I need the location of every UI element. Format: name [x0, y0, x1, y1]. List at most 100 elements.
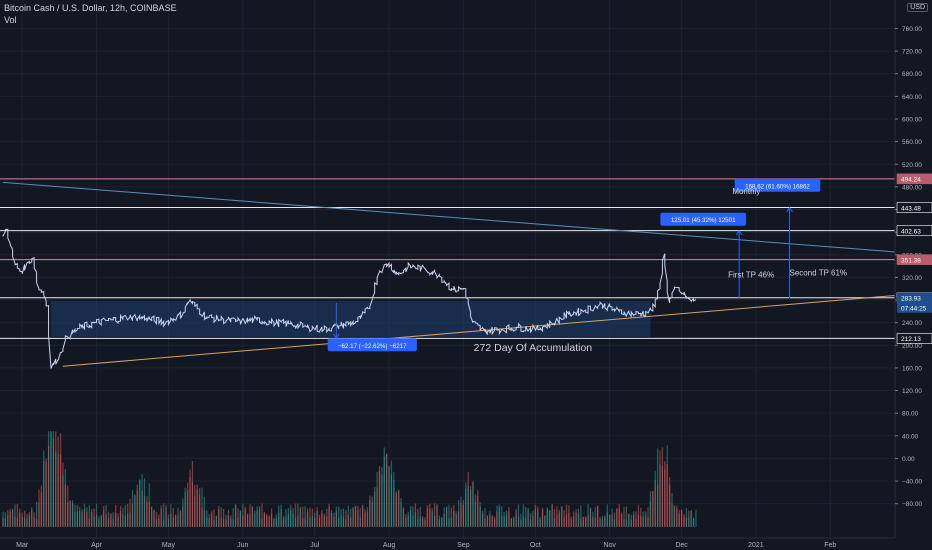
price-axis-tick-label: 80.00 — [902, 411, 919, 418]
volume-bar — [14, 504, 16, 527]
volume-bar — [223, 519, 225, 527]
volume-bar — [338, 518, 340, 527]
price-axis-tick-label: 320.00 — [902, 275, 922, 282]
time-axis-label: May — [162, 542, 176, 549]
volume-bar — [306, 508, 309, 527]
volume-bar — [594, 517, 596, 527]
volume-bar — [486, 515, 488, 527]
volume-bar — [26, 518, 28, 527]
volume-bar — [465, 488, 467, 527]
volume-bar — [474, 501, 476, 527]
volume-bar — [678, 509, 680, 527]
volume-bar — [345, 510, 347, 527]
volume-bar — [117, 517, 119, 527]
volume-bar — [618, 508, 620, 527]
volume-bar — [347, 514, 349, 527]
time-axis-label: Feb — [824, 542, 836, 549]
volume-bar — [256, 506, 258, 527]
volume-bar — [568, 513, 570, 527]
volume-bar — [33, 512, 35, 527]
volume-bar — [88, 518, 90, 527]
volume-bar — [304, 506, 306, 527]
volume-bar — [100, 514, 102, 527]
volume-bar — [412, 515, 414, 527]
price-axis-tick-label: −40.00 — [902, 479, 922, 486]
volume-bar — [47, 446, 50, 527]
volume-bar — [669, 484, 671, 527]
volume-bar — [31, 507, 33, 527]
volume-bar — [472, 482, 474, 527]
volume-bar — [158, 514, 160, 527]
last-price-tag — [897, 292, 932, 313]
currency-badge[interactable]: USD — [907, 3, 928, 12]
volume-bar — [81, 512, 83, 527]
volume-bar — [179, 509, 182, 527]
time-axis-label: Aug — [383, 542, 396, 549]
volume-bar — [309, 517, 311, 527]
volume-bar — [479, 506, 481, 527]
volume-bar — [424, 519, 426, 527]
volume-bar — [211, 511, 213, 527]
volume-bar — [599, 518, 601, 527]
volume-bar — [683, 514, 685, 527]
volume-bar — [419, 516, 421, 527]
price-axis-tick-label: 520.00 — [902, 162, 922, 169]
volume-bar — [601, 519, 604, 527]
volume-bar — [215, 515, 218, 527]
volume-bar — [405, 513, 407, 527]
volume-bar — [263, 513, 265, 527]
volume-bar — [146, 501, 148, 527]
time-axis-label: Jul — [310, 542, 319, 549]
volume-bar — [381, 467, 383, 527]
volume-bar — [688, 517, 690, 527]
volume-bar — [527, 507, 529, 527]
volume-bar — [338, 506, 340, 527]
volume-bar — [297, 503, 299, 527]
volume-bar — [309, 507, 311, 527]
volume-bar — [38, 489, 40, 527]
volume-bar — [40, 485, 42, 527]
volume-bar — [457, 511, 460, 527]
volume-bar — [621, 512, 623, 527]
volume-bar — [417, 519, 419, 527]
volume-bar — [426, 505, 429, 527]
volume-bar — [429, 503, 431, 527]
volume-bar — [258, 508, 261, 527]
volume-bar — [549, 510, 551, 527]
volume-bar — [4, 518, 6, 527]
volume-bar — [625, 519, 628, 527]
price-level-tag-label: 494.24 — [901, 177, 921, 184]
volume-bar — [321, 510, 323, 527]
volume-bar — [330, 510, 333, 527]
volume-bar — [654, 471, 656, 527]
volume-bar — [242, 515, 244, 527]
volume-bar — [232, 508, 234, 527]
volume-bar — [407, 511, 409, 527]
volume-bar — [565, 515, 568, 527]
volume-bar — [170, 504, 172, 527]
volume-bar — [278, 513, 280, 527]
volume-bar — [292, 507, 294, 527]
volume-bar — [640, 516, 642, 527]
volume-bar — [462, 500, 464, 527]
volume-bar — [625, 506, 628, 527]
volume-bar — [448, 518, 450, 527]
volume-bar — [594, 507, 596, 527]
volume-bar — [400, 497, 402, 527]
volume-bar — [299, 508, 301, 527]
symbol-title: Bitcoin Cash / U.S. Dollar, 12h, COINBAS… — [4, 3, 177, 13]
volume-bar — [539, 519, 541, 527]
volume-bar — [534, 504, 536, 527]
volume-bar — [266, 515, 268, 527]
volume-bar — [19, 508, 21, 527]
volume-bar — [520, 513, 522, 527]
volume-bar — [649, 501, 652, 527]
volume-bar — [481, 513, 484, 527]
volume-bar — [376, 472, 378, 527]
volume-bar — [436, 505, 438, 527]
volume-bar — [285, 516, 287, 527]
volume-bar — [628, 513, 630, 527]
annotation-text: Second TP 61% — [790, 269, 848, 278]
volume-bar — [225, 519, 227, 527]
